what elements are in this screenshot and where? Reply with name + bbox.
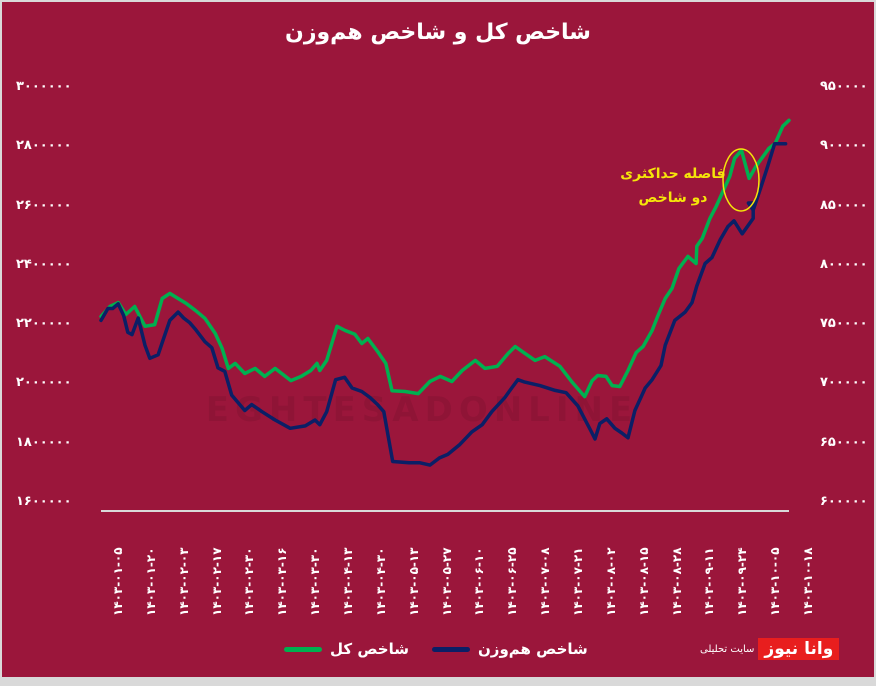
x-axis-tick: ۱۴۰۳-۰۲-۱۷ bbox=[209, 547, 224, 616]
right-axis-tick: ۸۵۰۰۰۰ bbox=[820, 197, 868, 213]
left-axis-tick: ۲۸۰۰۰۰۰ bbox=[16, 138, 72, 154]
x-axis-tick: ۱۴۰۳-۰۳-۳۰ bbox=[308, 547, 323, 616]
x-axis-tick: ۱۴۰۳-۰۶-۲۵ bbox=[505, 547, 520, 616]
left-axis-tick: ۳۰۰۰۰۰۰ bbox=[16, 79, 72, 94]
chart-title: شاخص کل و شاخص هم‌وزن bbox=[285, 20, 591, 45]
max-gap-annotation: فاصله حداکثری دو شاخص bbox=[608, 162, 738, 210]
right-axis-tick: ۸۰۰۰۰۰ bbox=[820, 256, 868, 272]
x-axis-tick: ۱۴۰۳-۰۱-۰۵ bbox=[111, 547, 125, 616]
left-axis-tick: ۲۲۰۰۰۰۰ bbox=[16, 316, 72, 332]
right-axis-tick: ۹۰۰۰۰۰ bbox=[820, 138, 868, 154]
x-axis-tick: ۱۴۰۳-۰۲-۳۰ bbox=[242, 547, 257, 616]
x-axis-tick: ۱۴۰۳-۰۴-۳۰ bbox=[373, 547, 388, 616]
plot-area bbox=[99, 118, 791, 512]
left-axis-tick: ۲۰۰۰۰۰۰ bbox=[16, 375, 72, 391]
x-axis-tick: ۱۴۰۳-۰۹-۲۴ bbox=[735, 547, 750, 616]
x-axis-tick: ۱۴۰۳-۰۷-۰۸ bbox=[538, 547, 553, 616]
x-axis-tick: ۱۴۰۳-۰۲-۰۳ bbox=[176, 547, 191, 616]
x-axis-tick: ۱۴۰۳-۰۶-۱۰ bbox=[472, 547, 487, 616]
right-axis-tick: ۶۰۰۰۰۰ bbox=[820, 494, 868, 509]
logo-mark: وانا نیوز bbox=[758, 638, 840, 660]
total-index-line bbox=[99, 118, 791, 399]
right-axis-tick: ۷۰۰۰۰۰ bbox=[820, 375, 868, 391]
legend-swatch-total bbox=[284, 646, 322, 652]
left-axis-tick: ۱۶۰۰۰۰۰ bbox=[16, 494, 72, 509]
x-axis-tick: ۱۴۰۳-۰۵-۱۳ bbox=[406, 547, 421, 616]
right-axis-tick: ۶۵۰۰۰۰ bbox=[820, 434, 868, 450]
left-axis-tick: ۲۴۰۰۰۰۰ bbox=[16, 256, 72, 272]
annotation-line-2: دو شاخص bbox=[638, 190, 708, 206]
right-axis-tick: ۷۵۰۰۰۰ bbox=[820, 316, 868, 332]
x-axis-tick: ۱۴۰۳-۱۰-۱۸ bbox=[801, 547, 815, 616]
x-axis-tick: ۱۴۰۳-۱۰-۰۵ bbox=[768, 547, 783, 616]
left-axis-tick: ۲۶۰۰۰۰۰ bbox=[16, 197, 72, 213]
x-axis-tick: ۱۴۰۳-۰۱-۲۰ bbox=[143, 547, 158, 616]
annotation-line-1: فاصله حداکثری bbox=[620, 166, 726, 182]
x-axis-tick: ۱۴۰۳-۰۷-۲۱ bbox=[571, 547, 585, 616]
right-axis-tick: ۹۵۰۰۰۰ bbox=[820, 79, 868, 94]
left-axis-tick: ۱۸۰۰۰۰۰ bbox=[16, 434, 72, 450]
x-axis-tick: ۱۴۰۳-۰۵-۲۷ bbox=[439, 547, 454, 616]
legend-item-total: شاخص کل bbox=[284, 640, 409, 658]
x-axis-tick: ۱۴۰۳-۰۸-۱۵ bbox=[636, 547, 651, 616]
x-axis-tick: ۱۴۰۳-۰۸-۰۲ bbox=[603, 547, 618, 616]
legend-swatch-equal bbox=[432, 646, 470, 652]
legend-label-equal: شاخص هم‌وزن bbox=[478, 640, 588, 658]
x-axis-tick: ۱۴۰۳-۰۳-۱۶ bbox=[275, 547, 290, 616]
x-axis-tick: ۱۴۰۳-۰۸-۲۸ bbox=[669, 547, 684, 616]
x-axis-tick: ۱۴۰۳-۰۹-۱۱ bbox=[702, 547, 717, 616]
x-axis-tick: ۱۴۰۳-۰۴-۱۳ bbox=[341, 547, 355, 616]
annotation-circle bbox=[722, 148, 760, 212]
equal-weight-index-line bbox=[99, 141, 788, 467]
legend-item-equal: شاخص هم‌وزن bbox=[432, 640, 588, 658]
legend-label-total: شاخص کل bbox=[330, 640, 409, 658]
chart-frame: شاخص کل و شاخص هم‌وزن EGHTESADONLINE ۳۰۰… bbox=[2, 2, 874, 677]
logo-subtitle: سایت تحلیلی bbox=[700, 643, 755, 655]
site-logo: وانا نیوز سایت تحلیلی bbox=[700, 638, 840, 660]
